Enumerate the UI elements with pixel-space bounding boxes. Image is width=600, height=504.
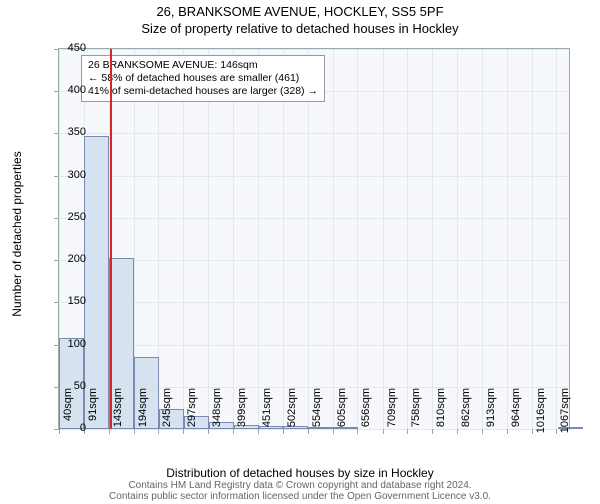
gridline-horizontal	[59, 49, 569, 50]
annotation-line-2: ← 58% of detached houses are smaller (46…	[88, 72, 318, 85]
chart-subtitle: Size of property relative to detached ho…	[0, 21, 600, 36]
gridline-horizontal	[59, 133, 569, 134]
gridline-vertical	[432, 49, 433, 429]
x-tick-label: 1016sqm	[535, 388, 547, 433]
gridline-vertical	[233, 49, 234, 429]
annotation-box: 26 BRANKSOME AVENUE: 146sqm← 58% of deta…	[81, 55, 325, 102]
plot-area: 26 BRANKSOME AVENUE: 146sqm← 58% of deta…	[58, 48, 570, 430]
y-axis-label: Number of detached properties	[10, 151, 24, 316]
x-tick-label: 913sqm	[485, 388, 497, 427]
gridline-vertical	[556, 49, 557, 429]
gridline-horizontal	[59, 345, 569, 346]
x-tick-label: 297sqm	[186, 388, 198, 427]
annotation-line-1: 26 BRANKSOME AVENUE: 146sqm	[88, 59, 318, 72]
x-tick-label: 348sqm	[211, 388, 223, 427]
x-tick-label: 143sqm	[112, 388, 124, 427]
x-tick-label: 964sqm	[510, 388, 522, 427]
y-tick-label: 450	[56, 42, 86, 54]
gridline-vertical	[532, 49, 533, 429]
x-tick-label: 1067sqm	[559, 388, 571, 433]
marker-line	[110, 49, 112, 429]
annotation-line-3: 41% of semi-detached houses are larger (…	[88, 85, 318, 98]
y-tick-label: 350	[56, 126, 86, 138]
gridline-vertical	[357, 49, 358, 429]
histogram-bar	[308, 427, 333, 429]
gridline-vertical	[258, 49, 259, 429]
footer-line-1: Contains HM Land Registry data © Crown c…	[0, 480, 600, 491]
x-tick-label: 194sqm	[137, 388, 149, 427]
y-tick-label: 250	[56, 211, 86, 223]
gridline-vertical	[183, 49, 184, 429]
y-tick-label: 300	[56, 169, 86, 181]
x-tick-label: 40sqm	[62, 388, 74, 421]
x-tick-label: 502sqm	[286, 388, 298, 427]
gridline-vertical	[333, 49, 334, 429]
gridline-vertical	[283, 49, 284, 429]
y-tick-label: 400	[56, 84, 86, 96]
x-tick-label: 709sqm	[386, 388, 398, 427]
chart-footer: Contains HM Land Registry data © Crown c…	[0, 480, 600, 502]
x-tick-label: 758sqm	[410, 388, 422, 427]
gridline-vertical	[383, 49, 384, 429]
y-tick-label: 0	[56, 422, 86, 434]
gridline-vertical	[208, 49, 209, 429]
gridline-horizontal	[59, 176, 569, 177]
x-tick-label: 451sqm	[261, 388, 273, 427]
histogram-bar	[333, 427, 358, 429]
x-tick-label: 399sqm	[236, 388, 248, 427]
y-tick-label: 150	[56, 295, 86, 307]
gridline-vertical	[457, 49, 458, 429]
histogram-bar	[84, 136, 109, 429]
chart-title: 26, BRANKSOME AVENUE, HOCKLEY, SS5 5PF	[0, 4, 600, 19]
x-tick-label: 91sqm	[87, 388, 99, 421]
y-tick-label: 200	[56, 253, 86, 265]
chart-container: 26 BRANKSOME AVENUE: 146sqm← 58% of deta…	[58, 48, 568, 428]
footer-line-2: Contains public sector information licen…	[0, 491, 600, 502]
y-tick-label: 100	[56, 338, 86, 350]
x-tick-label: 554sqm	[311, 388, 323, 427]
gridline-vertical	[308, 49, 309, 429]
x-axis-label: Distribution of detached houses by size …	[0, 466, 600, 480]
gridline-vertical	[507, 49, 508, 429]
gridline-horizontal	[59, 429, 569, 430]
x-tick-label: 245sqm	[161, 388, 173, 427]
x-tick-label: 605sqm	[336, 388, 348, 427]
gridline-horizontal	[59, 260, 569, 261]
gridline-horizontal	[59, 218, 569, 219]
gridline-horizontal	[59, 302, 569, 303]
x-tick-label: 862sqm	[460, 388, 472, 427]
gridline-vertical	[482, 49, 483, 429]
gridline-vertical	[407, 49, 408, 429]
x-tick-label: 810sqm	[435, 388, 447, 427]
x-tick-label: 656sqm	[360, 388, 372, 427]
